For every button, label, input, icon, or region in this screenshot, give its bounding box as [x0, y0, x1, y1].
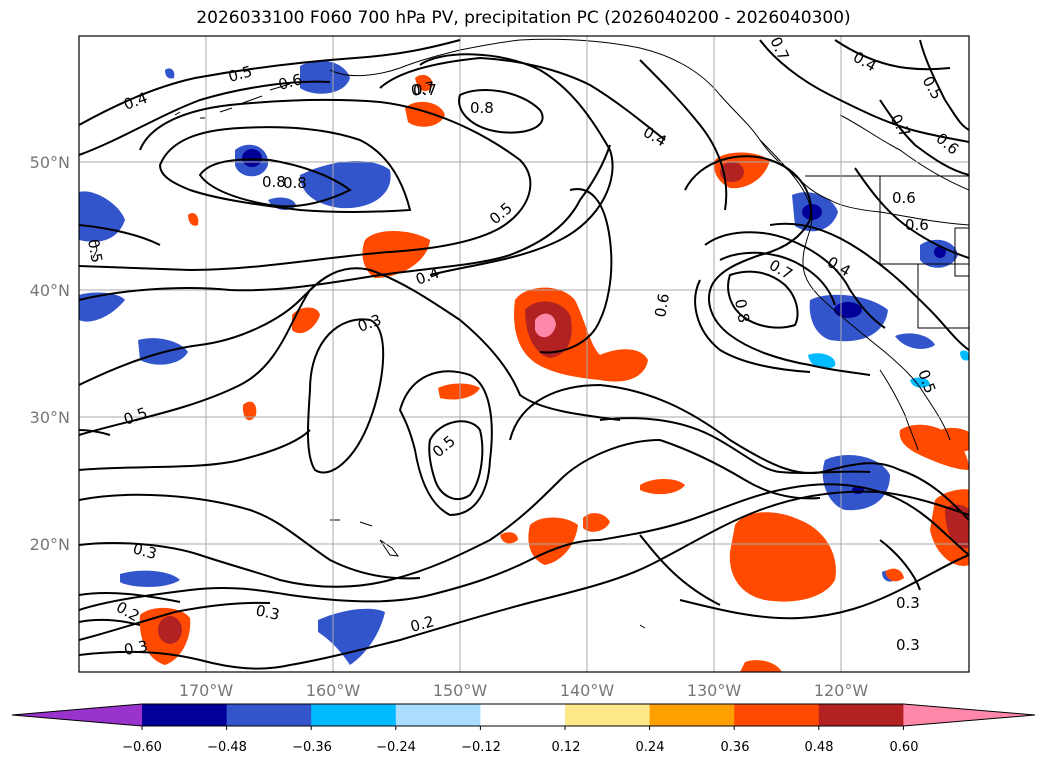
colorbar-segment [311, 704, 397, 726]
precip-area-pos [158, 616, 182, 644]
contour-label: 0.6 [276, 70, 304, 94]
precip-area-neg [960, 350, 969, 361]
precip-area-pos [292, 307, 320, 334]
map-frame [78, 35, 970, 673]
precip-area-pos [729, 512, 836, 602]
lon-label: 140°W [560, 681, 615, 700]
precip-area-pos [740, 660, 782, 672]
colorbar-tick-label: 0.36 [721, 740, 750, 755]
contour-label: 0.7 [410, 78, 437, 100]
precip-area-pos [242, 401, 257, 421]
precip-area-pos [945, 504, 969, 549]
map-title: 2026033100 F060 700 hPa PV, precipitatio… [196, 8, 851, 28]
contour-label: 0.5 [84, 238, 106, 265]
contour-label: 0.5 [226, 62, 254, 86]
colorbar-tick-label: 0.60 [890, 740, 919, 755]
contour-label: 0.2 [408, 612, 436, 636]
precip-area-pos [720, 162, 744, 182]
colorbar [11, 703, 1036, 730]
precip-area-pos [885, 568, 904, 582]
colorbar-tick-label: 0.24 [636, 740, 665, 755]
precip-area-neg [895, 333, 935, 349]
map-panel: 0.4 0.5 0.6 0.7 0.8 0.8 0.8 0.5 0.4 0.3 … [79, 36, 969, 672]
precip-area-neg [822, 455, 890, 511]
contour-label: 0.8 [262, 173, 286, 191]
contour-label: 0.6 [651, 292, 673, 319]
contour-label: 0.3 [123, 637, 150, 659]
precip-area-pos [362, 231, 430, 278]
colorbar-tick-label: 0.48 [805, 740, 834, 755]
colorbar-segment [734, 704, 820, 726]
colorbar-tick-label: 0.12 [552, 740, 581, 755]
colorbar-tick-label: −0.48 [207, 740, 247, 755]
precip-area-neg [79, 292, 125, 322]
contour-label: 0.3 [131, 539, 159, 563]
precip-area-pos [438, 383, 480, 400]
colorbar-segment [395, 704, 481, 726]
colorbar-extend-low [12, 704, 142, 726]
precip-area-neg [242, 149, 262, 167]
precip-area-neg [300, 160, 391, 209]
lon-label: 130°W [687, 681, 742, 700]
pv-contours [79, 39, 969, 670]
colorbar-tick-label: −0.12 [461, 740, 501, 755]
lon-axis: 170°W 160°W 150°W 140°W 130°W 120°W [179, 681, 869, 700]
precip-area-pos [535, 313, 556, 338]
contour-label: 0.3 [254, 601, 281, 624]
colorbar-tick-label: −0.24 [376, 740, 416, 755]
precip-area-pos [583, 513, 610, 532]
precip-area-pos [640, 478, 685, 495]
precip-area-neg [300, 60, 350, 94]
colorbar-segment [480, 704, 566, 726]
precip-area-neg [138, 338, 188, 365]
precip-area-neg [802, 204, 822, 220]
lon-label: 150°W [433, 681, 488, 700]
precip-area-neg [809, 294, 888, 342]
colorbar-segment [226, 704, 312, 726]
contour-label: 0.6 [892, 189, 916, 207]
colorbar-ticks: −0.60 −0.48 −0.36 −0.24 −0.12 0.12 0.24 … [122, 740, 918, 755]
colorbar-segment [142, 704, 228, 726]
contour-label: 0.8 [283, 174, 307, 192]
precip-area-neg [834, 302, 862, 318]
lat-label: 30°N [30, 408, 70, 427]
colorbar-segment [818, 704, 904, 726]
contour-label: 0.3 [896, 594, 920, 612]
contour-label: 0.7 [413, 81, 437, 99]
colorbar-tick-label: −0.36 [292, 740, 332, 755]
precip-area-pos [500, 532, 518, 544]
precip-area-pos [415, 74, 433, 92]
colorbar-tick-label: −0.60 [122, 740, 162, 755]
lon-label: 170°W [179, 681, 234, 700]
precip-area-pos [528, 517, 578, 565]
precip-area-neg [318, 608, 385, 665]
lat-axis: 50°N 40°N 30°N 20°N [30, 153, 70, 554]
precip-area-pos [188, 213, 199, 226]
lon-label: 160°W [306, 681, 361, 700]
contour-label: 0.8 [731, 298, 753, 325]
contour-label: 0.6 [905, 216, 929, 234]
precip-area-neg [910, 377, 930, 388]
precip-area-neg [165, 68, 175, 79]
precip-area-neg [808, 353, 836, 369]
lat-label: 50°N [30, 153, 70, 172]
colorbar-segment [649, 704, 735, 726]
lat-label: 40°N [30, 281, 70, 300]
contour-label: 0.8 [470, 99, 494, 117]
precip-area-neg [120, 570, 180, 587]
colorbar-segment [565, 704, 651, 726]
contour-label: 0.3 [896, 636, 920, 654]
precip-area-neg [934, 246, 946, 258]
colorbar-extend-high [903, 704, 1035, 726]
lat-label: 20°N [30, 535, 70, 554]
lon-label: 120°W [814, 681, 869, 700]
